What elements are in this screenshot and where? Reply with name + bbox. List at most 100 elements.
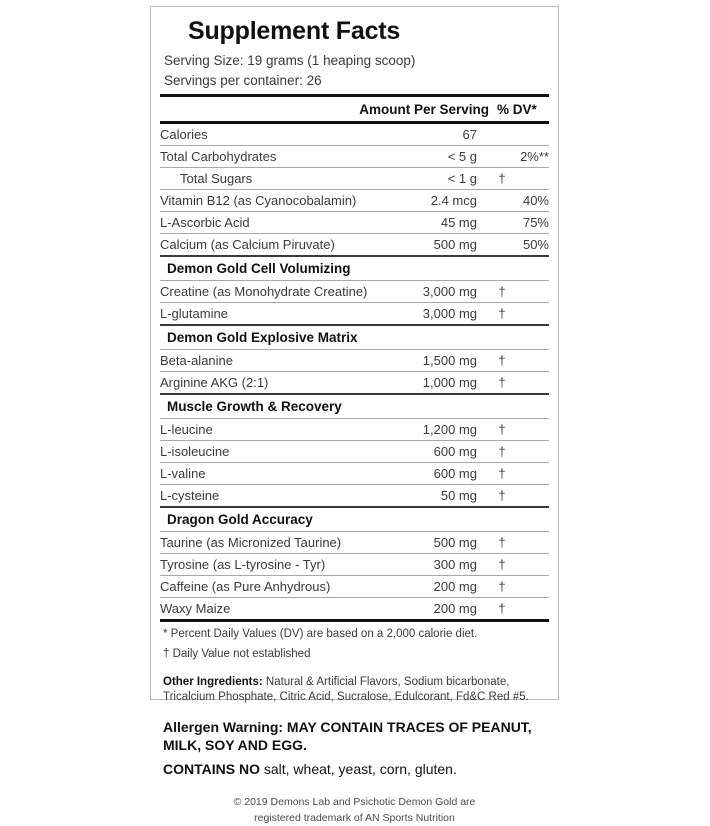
ingredient-percent-dv: †	[477, 349, 549, 372]
ingredient-amount: 1,500 mg	[391, 349, 477, 372]
ingredient-percent-dv: †	[477, 553, 549, 576]
table-row: L-isoleucine 600 mg †	[160, 440, 549, 463]
allergen-warning-block: Allergen Warning: MAY CONTAIN TRACES OF …	[160, 718, 549, 754]
ingredient-percent-dv	[477, 506, 549, 532]
ingredient-amount: 500 mg	[391, 233, 477, 256]
divider-table-end-thick	[160, 619, 549, 622]
ingredient-amount: 67	[462, 127, 477, 142]
table-row: Beta-alanine 1,500 mg †	[160, 349, 549, 372]
ingredient-name: Beta-alanine	[160, 349, 391, 372]
ingredient-amount: 45 mg	[391, 211, 477, 234]
ingredient-name: L-isoleucine	[160, 440, 391, 463]
table-row: Vitamin B12 (as Cyanocobalamin) 2.4 mcg 40…	[160, 189, 549, 212]
ingredient-name: Total Sugars	[160, 167, 391, 190]
ingredient-percent-dv: †	[477, 280, 549, 303]
ingredient-name: Arginine AKG (2:1)	[160, 371, 391, 394]
ingredient-percent-dv	[477, 324, 549, 350]
table-section-header-row: Muscle Growth & Recovery	[160, 393, 549, 419]
ingredient-amount	[391, 255, 477, 281]
ingredient-name: L-leucine	[160, 418, 391, 441]
ingredient-percent-dv: 50%	[477, 233, 549, 256]
ingredient-percent-dv: †	[477, 597, 549, 619]
ingredient-amount: 1,200 mg	[391, 418, 477, 441]
ingredient-amount: 3,000 mg	[391, 280, 477, 303]
ingredient-name: Tyrosine (as L-tyrosine - Tyr)	[160, 553, 391, 576]
table-row: Arginine AKG (2:1) 1,000 mg †	[160, 371, 549, 394]
ingredient-name: L-glutamine	[160, 302, 391, 325]
table-row: L-valine 600 mg †	[160, 462, 549, 485]
ingredient-name: Calcium (as Calcium Piruvate)	[160, 233, 391, 256]
other-ingredients-label: Other Ingredients:	[163, 676, 263, 688]
ingredient-percent-dv: †	[477, 462, 549, 485]
ingredient-amount: 300 mg	[391, 553, 477, 576]
section-name: Demon Gold Explosive Matrix	[160, 324, 391, 350]
contains-no-text: salt, wheat, yeast, corn, gluten.	[259, 761, 457, 777]
copyright-line-2: registered trademark of AN Sports Nutrit…	[254, 812, 455, 824]
section-name: Muscle Growth & Recovery	[160, 393, 391, 419]
table-row: Waxy Maize 200 mg †	[160, 597, 549, 619]
ingredient-name: Calories	[160, 127, 208, 142]
ingredient-amount	[391, 393, 477, 419]
ingredient-name: Vitamin B12 (as Cyanocobalamin)	[160, 189, 391, 212]
copyright-line-1: © 2019 Demons Lab and Psichotic Demon Go…	[233, 796, 476, 808]
footnote-dagger: † Daily Value not established	[163, 648, 311, 660]
ingredient-amount: 50 mg	[391, 484, 477, 507]
ingredient-percent-dv: †	[477, 440, 549, 463]
ingredient-percent-dv: 40%	[477, 189, 549, 212]
supplement-facts-table: Calories 67 Total Carbohydrates < 5 g 2%** To…	[160, 124, 549, 619]
table-row: L-cysteine 50 mg †	[160, 484, 549, 507]
allergen-warning-label: Allergen Warning:	[163, 719, 284, 735]
ingredient-name: Taurine (as Micronized Taurine)	[160, 531, 391, 554]
footnote-daily-value-basis: * Percent Daily Values (DV) are based on…	[163, 628, 478, 640]
contains-no-block: CONTAINS NO salt, wheat, yeast, corn, gl…	[160, 760, 549, 778]
servings-per-container-text: Servings per container: 26	[164, 73, 322, 88]
ingredient-amount: < 5 g	[391, 145, 477, 168]
ingredient-amount	[391, 506, 477, 532]
ingredient-amount: 2.4 mcg	[391, 189, 477, 212]
ingredient-percent-dv: †	[477, 418, 549, 441]
section-name: Dragon Gold Accuracy	[160, 506, 391, 532]
ingredient-percent-dv	[477, 124, 549, 146]
ingredient-percent-dv: †	[477, 575, 549, 598]
table-row: L-Ascorbic Acid 45 mg 75%	[160, 211, 549, 234]
ingredient-percent-dv: †	[477, 484, 549, 507]
ingredient-name: L-cysteine	[160, 484, 391, 507]
table-row: Calories 67	[160, 124, 549, 146]
ingredient-amount: 3,000 mg	[391, 302, 477, 325]
table-row: L-glutamine 3,000 mg †	[160, 302, 549, 325]
supplement-facts-panel: Supplement Facts Serving Size: 19 grams …	[150, 6, 559, 824]
percent-dv-header: % DV*	[497, 102, 537, 117]
table-row: Total Carbohydrates < 5 g 2%**	[160, 145, 549, 168]
page-title: Supplement Facts	[188, 17, 401, 45]
ingredient-percent-dv: †	[477, 302, 549, 325]
table-row: L-leucine 1,200 mg †	[160, 418, 549, 441]
ingredient-amount	[391, 324, 477, 350]
ingredient-percent-dv	[477, 393, 549, 419]
table-section-header-row: Dragon Gold Accuracy	[160, 506, 549, 532]
ingredient-amount: 1,000 mg	[391, 371, 477, 394]
serving-size-text: Serving Size: 19 grams (1 heaping scoop)	[164, 53, 416, 68]
table-row: Creatine (as Monohydrate Creatine) 3,000 …	[160, 280, 549, 303]
ingredient-name: Caffeine (as Pure Anhydrous)	[160, 575, 391, 598]
other-ingredients-block: Other Ingredients: Natural & Artificial …	[160, 675, 549, 705]
ingredient-percent-dv: 75%	[477, 211, 549, 234]
ingredient-percent-dv: †	[477, 371, 549, 394]
ingredient-amount: < 1 g	[391, 167, 477, 190]
divider-header-thick	[160, 121, 549, 124]
table-section-header-row: Demon Gold Explosive Matrix	[160, 324, 549, 350]
table-row: Caffeine (as Pure Anhydrous) 200 mg †	[160, 575, 549, 598]
ingredient-name: Total Carbohydrates	[160, 145, 391, 168]
ingredient-amount: 500 mg	[391, 531, 477, 554]
ingredient-percent-dv: 2%**	[477, 145, 549, 168]
section-name: Demon Gold Cell Volumizing	[160, 255, 391, 281]
ingredient-name: L-Ascorbic Acid	[160, 211, 391, 234]
table-row: Total Sugars < 1 g †	[160, 167, 549, 190]
ingredient-name: L-valine	[160, 462, 391, 485]
table-row: Tyrosine (as L-tyrosine - Tyr) 300 mg †	[160, 553, 549, 576]
amount-per-serving-header: Amount Per Serving	[359, 102, 489, 117]
table-row: Calcium (as Calcium Piruvate) 500 mg 50%	[160, 233, 549, 256]
contains-no-label: CONTAINS NO	[163, 761, 260, 777]
ingredient-name: Creatine (as Monohydrate Creatine)	[160, 280, 391, 303]
ingredient-name: Waxy Maize	[160, 597, 391, 619]
ingredient-percent-dv	[477, 255, 549, 281]
